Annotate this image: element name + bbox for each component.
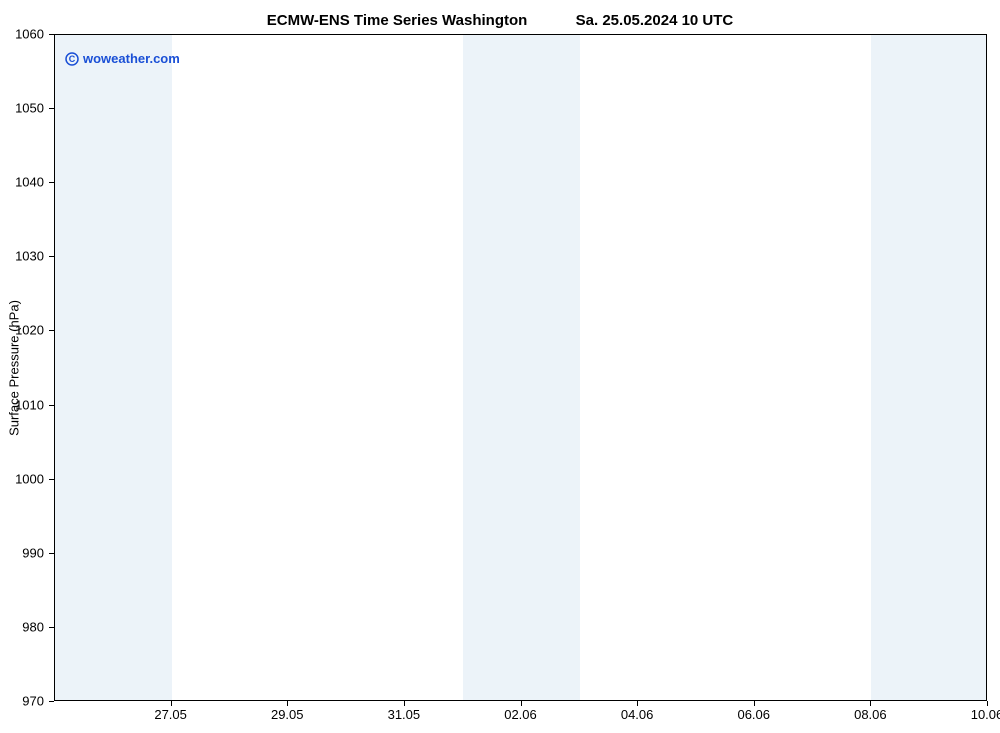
y-tick-mark	[49, 182, 54, 183]
y-tick-mark	[49, 108, 54, 109]
x-tick-label: 06.06	[737, 707, 770, 722]
x-tick-label: 02.06	[504, 707, 537, 722]
y-tick-mark	[49, 701, 54, 702]
weekend-band	[55, 35, 172, 700]
y-tick-mark	[49, 405, 54, 406]
y-tick-label: 980	[0, 619, 44, 634]
y-tick-label: 1050	[0, 101, 44, 116]
y-tick-label: 1060	[0, 27, 44, 42]
plot-area: C woweather.com	[54, 34, 987, 701]
weekend-band	[463, 35, 580, 700]
copyright-icon: C	[65, 52, 79, 66]
y-tick-label: 1030	[0, 249, 44, 264]
svg-text:C: C	[69, 54, 76, 64]
y-tick-label: 990	[0, 545, 44, 560]
x-tick-label: 27.05	[154, 707, 187, 722]
y-tick-label: 1020	[0, 323, 44, 338]
y-tick-mark	[49, 256, 54, 257]
weekend-band	[871, 35, 987, 700]
y-tick-mark	[49, 627, 54, 628]
y-tick-mark	[49, 479, 54, 480]
chart-title-left: ECMW-ENS Time Series Washington	[267, 12, 528, 29]
y-tick-mark	[49, 553, 54, 554]
y-axis-label: Surface Pressure (hPa)	[7, 300, 22, 436]
x-tick-mark	[987, 701, 988, 706]
watermark-text: woweather.com	[83, 51, 180, 66]
y-tick-label: 1040	[0, 175, 44, 190]
y-tick-label: 1000	[0, 471, 44, 486]
watermark: C woweather.com	[65, 51, 180, 66]
x-tick-mark	[171, 701, 172, 706]
chart-title: ECMW-ENS Time Series Washington Sa. 25.0…	[0, 12, 1000, 29]
x-tick-mark	[287, 701, 288, 706]
x-tick-mark	[870, 701, 871, 706]
x-tick-label: 08.06	[854, 707, 887, 722]
x-tick-label: 29.05	[271, 707, 304, 722]
x-tick-mark	[521, 701, 522, 706]
pressure-chart: ECMW-ENS Time Series Washington Sa. 25.0…	[0, 0, 1000, 733]
x-tick-mark	[754, 701, 755, 706]
x-tick-label: 04.06	[621, 707, 654, 722]
x-tick-label: 31.05	[388, 707, 421, 722]
y-tick-label: 970	[0, 694, 44, 709]
x-tick-label: 10.06	[971, 707, 1000, 722]
y-tick-mark	[49, 330, 54, 331]
x-tick-mark	[637, 701, 638, 706]
y-tick-mark	[49, 34, 54, 35]
y-tick-label: 1010	[0, 397, 44, 412]
x-tick-mark	[404, 701, 405, 706]
chart-title-right: Sa. 25.05.2024 10 UTC	[576, 12, 734, 29]
